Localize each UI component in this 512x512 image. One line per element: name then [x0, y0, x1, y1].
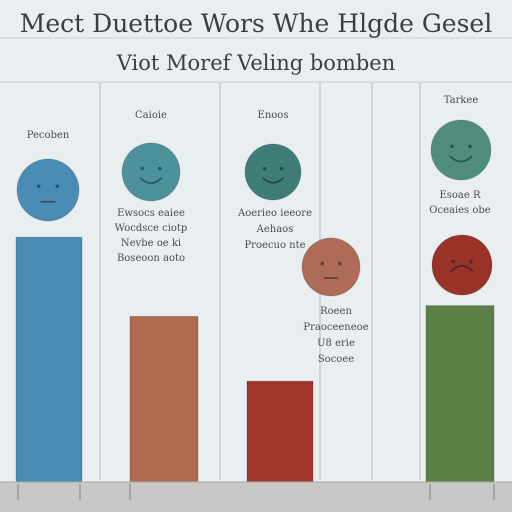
bar-3 — [246, 380, 314, 483]
bar-4 — [425, 305, 495, 483]
annotations: Pecoben Caioie Enoos Tarkee Ewsocs eaiee Wocd… — [27, 95, 491, 365]
annotation-a5-line-3: Nevbe oe ki — [121, 238, 181, 249]
chart-title: Mect Duettoe Wors Whe Hlgde Gesel — [20, 9, 492, 38]
annotation-a3-line-1: Enoos — [258, 110, 289, 121]
x-axis-band — [0, 482, 512, 512]
face-icon-5 — [301, 237, 361, 297]
bars — [15, 236, 495, 483]
annotation-a8-line-2: Praoceeneoe — [303, 322, 368, 333]
x-ticks — [17, 484, 495, 500]
annotation-a8-line-1: Roeen — [320, 306, 352, 317]
annotation-a5-line-2: Wocdsce ciotp — [115, 223, 188, 234]
annotation-a4-line-1: Tarkee — [444, 95, 479, 106]
bar-1 — [15, 236, 83, 483]
face-icon-4 — [430, 119, 492, 181]
annotation-a6-line-2: Aehaos — [256, 224, 294, 235]
annotation-a5-line-4: Boseoon aoto — [117, 253, 185, 264]
annotation-a8-line-4: Socoee — [318, 354, 354, 365]
chart-subtitle: Viot Moref Veling bomben — [116, 51, 395, 75]
annotation-a6-line-1: Aoerieo ieeore — [237, 208, 312, 219]
faces — [16, 119, 493, 297]
face-icon-1 — [16, 158, 80, 222]
annotation-a7-line-1: Esoae R — [439, 190, 481, 201]
face-icon-3 — [244, 143, 302, 201]
annotation-a7-line-2: Oceaies obe — [429, 205, 491, 216]
face-icon-6 — [431, 234, 493, 296]
annotation-a8-line-3: U8 erie — [317, 338, 355, 349]
annotation-a1-line-1: Pecoben — [27, 130, 70, 141]
bar-2 — [129, 315, 199, 483]
annotation-a6-line-3: Proecuo nte — [244, 240, 305, 251]
annotation-a2-line-1: Caioie — [135, 110, 167, 121]
face-icon-2 — [121, 142, 181, 202]
annotation-a5-line-1: Ewsocs eaiee — [117, 208, 185, 219]
